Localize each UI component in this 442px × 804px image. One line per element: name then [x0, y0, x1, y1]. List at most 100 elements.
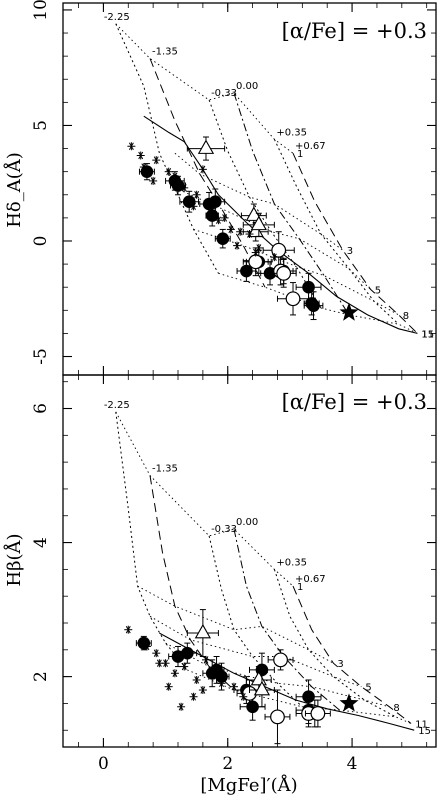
metallicity-label: 0.00: [236, 517, 258, 528]
data-point-open-circle: [304, 699, 331, 728]
data-point-asterisk: [152, 649, 161, 658]
age-line: [115, 23, 294, 154]
age-label: 15: [418, 726, 431, 737]
age-label: 5: [365, 683, 371, 694]
age-line: [115, 411, 294, 587]
metallicity-label: -2.25: [104, 400, 130, 411]
bottom-panel-frame: [62, 374, 437, 748]
metallicity-label: +0.35: [276, 557, 307, 568]
metallicity-label: +0.67: [295, 574, 326, 585]
data-point-filled-circle: [303, 291, 324, 321]
data-point-asterisk: [177, 702, 186, 711]
bottom-y-axis-label: Hβ(Å): [3, 533, 25, 586]
age-line: [165, 642, 390, 708]
data-point-asterisk: [251, 248, 260, 257]
data-point-asterisk: [189, 202, 198, 211]
metallicity-label: -1.35: [152, 464, 178, 475]
metallicity-line: [273, 139, 400, 325]
data-point-asterisk: [220, 213, 229, 222]
y-tick-label: 10: [31, 0, 51, 21]
metallicity-label: -0.33: [211, 88, 237, 99]
age-line: [137, 585, 334, 664]
data-point-filled-star: [339, 302, 359, 321]
data-point-asterisk: [136, 151, 145, 160]
data-point-open-triangle: [186, 609, 219, 658]
data-point-asterisk: [217, 679, 226, 688]
y-tick-label: -5: [31, 348, 51, 365]
age-label: 3: [347, 246, 353, 257]
age-line: [174, 152, 344, 251]
age-label: 5: [375, 286, 381, 297]
metallicity-line: [149, 475, 235, 691]
data-point-asterisk: [270, 253, 279, 262]
bottom-data-points: [124, 609, 359, 745]
age-label: 11: [421, 329, 434, 340]
data-point-asterisk: [155, 659, 164, 668]
data-point-asterisk: [164, 682, 173, 691]
metallicity-label: +0.67: [295, 141, 326, 152]
metallicity-label: 0.00: [236, 81, 258, 92]
data-point-asterisk: [208, 204, 217, 213]
age-label: 3: [337, 659, 343, 670]
bottom-axis-ticks: 2 4 6 0 2 4: [31, 375, 436, 774]
data-point-open-triangle: [240, 203, 267, 228]
data-point-asterisk: [229, 682, 238, 691]
metallicity-line: [149, 58, 266, 288]
y-tick-label: 5: [31, 120, 51, 131]
data-point-open-circle: [270, 258, 297, 288]
data-point-filled-circle: [260, 261, 280, 286]
metallicity-line: [273, 569, 396, 718]
data-point-open-circle: [276, 282, 310, 316]
y-tick-label: 2: [31, 671, 51, 682]
data-point-asterisk: [226, 225, 235, 234]
data-point-asterisk: [192, 190, 201, 199]
data-point-open-triangle: [242, 212, 275, 237]
age-label: 8: [403, 311, 409, 322]
x-axis-label: [MgFe]′(Å): [200, 774, 297, 796]
top-y-axis-label: Hδ_A(Å): [3, 152, 25, 228]
data-point-asterisk: [214, 216, 223, 225]
data-point-open-circle: [242, 247, 269, 277]
data-point-open-triangle: [186, 136, 226, 161]
data-point-asterisk: [233, 241, 242, 250]
data-point-asterisk: [139, 163, 148, 172]
data-point-asterisk: [239, 692, 248, 701]
metallicity-line: [115, 411, 188, 671]
age-label: 15: [421, 329, 434, 340]
y-tick-label: 4: [31, 537, 51, 548]
data-point-asterisk: [198, 686, 207, 695]
data-point-asterisk: [245, 230, 254, 239]
metallicity-label: -2.25: [104, 12, 130, 23]
metallicity-line: [233, 529, 340, 711]
x-tick-label: 0: [98, 754, 109, 774]
metallicity-label: -1.35: [152, 46, 178, 57]
metallicity-label: -0.33: [211, 524, 237, 535]
age-line: [218, 272, 418, 334]
data-point-asterisk: [180, 662, 189, 671]
data-point-filled-circle: [208, 656, 225, 684]
solid-model-line: [143, 115, 418, 334]
metallicity-line: [233, 92, 350, 316]
data-point-filled-star: [339, 693, 359, 712]
data-point-asterisk: [124, 625, 133, 634]
data-point-asterisk: [180, 183, 189, 192]
data-point-asterisk: [198, 165, 207, 174]
data-point-asterisk: [152, 156, 161, 165]
data-point-filled-circle: [214, 228, 231, 249]
bottom-alpha-fe-annotation: [α/Fe] = +0.3: [282, 390, 427, 414]
data-point-asterisk: [201, 655, 210, 664]
metallicity-line: [208, 99, 322, 309]
x-tick-label: 2: [222, 754, 233, 774]
data-point-asterisk: [170, 669, 179, 678]
data-point-open-circle: [267, 649, 294, 671]
data-point-filled-circle: [177, 642, 198, 664]
data-point-asterisk: [236, 227, 245, 236]
data-point-asterisk: [192, 675, 201, 684]
metallicity-line: [292, 152, 418, 334]
data-point-open-triangle: [249, 672, 275, 708]
metallicity-line: [292, 585, 412, 724]
